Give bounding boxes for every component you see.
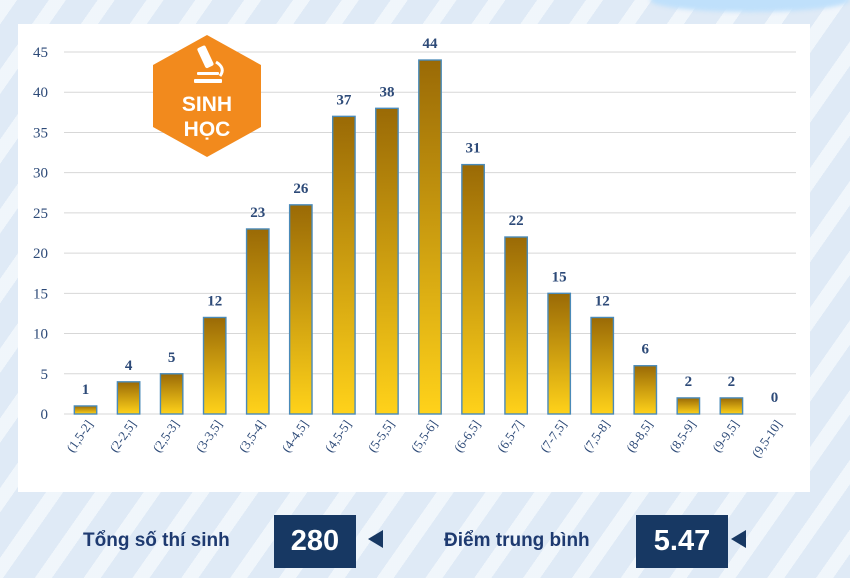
bar — [504, 236, 529, 415]
data-label: 23 — [250, 205, 265, 221]
x-tick-label: (4-4,5] — [278, 417, 311, 455]
data-label: 15 — [552, 269, 567, 285]
average-score-value: 5.47 — [636, 515, 728, 568]
bar — [159, 373, 184, 415]
x-tick-label: (2-2,5] — [106, 417, 139, 455]
x-tick-label: (4,5-5] — [322, 417, 355, 455]
y-tick-label: 35 — [33, 125, 48, 141]
decorative-glow — [650, 0, 850, 12]
bar — [288, 204, 313, 415]
data-label: 2 — [685, 374, 693, 390]
bar — [461, 163, 485, 415]
x-tick-label: (5-5,5] — [365, 417, 398, 455]
data-label: 38 — [379, 84, 394, 100]
badge-line-1: SINH — [181, 93, 233, 116]
pointer-left-icon — [731, 530, 746, 548]
data-label: 22 — [509, 213, 524, 229]
bar — [633, 365, 658, 415]
bar — [590, 316, 615, 415]
y-tick-label: 15 — [33, 286, 48, 302]
x-tick-label: (9-9,5] — [709, 417, 742, 455]
data-label: 12 — [207, 293, 222, 309]
y-tick-label: 30 — [33, 166, 48, 182]
bar — [245, 228, 270, 415]
average-score-label: Điểm trung bình — [444, 530, 590, 551]
total-students-label: Tổng số thí sinh — [83, 530, 230, 551]
total-students-value: 280 — [274, 515, 356, 568]
x-tick-label: (1,5-2] — [63, 417, 96, 455]
data-label: 1 — [82, 382, 90, 398]
x-tick-label: (8,5-9] — [666, 417, 699, 455]
y-tick-label: 5 — [41, 367, 49, 383]
histogram-chart: 0510152025303540451(1,5-2]4(2-2,5]5(2,5-… — [33, 36, 796, 460]
subject-badge: SINH HỌC — [148, 32, 266, 160]
y-tick-label: 40 — [33, 85, 48, 101]
data-label: 5 — [168, 350, 176, 366]
bar — [375, 107, 399, 415]
x-tick-label: (5,5-6] — [408, 417, 441, 455]
bar — [331, 115, 356, 415]
bar — [547, 292, 572, 415]
x-tick-label: (7,5-8] — [580, 417, 613, 455]
data-label: 4 — [125, 358, 133, 374]
data-label: 6 — [642, 342, 650, 358]
bar — [202, 316, 227, 415]
bar — [73, 405, 98, 415]
x-tick-label: (2,5-3] — [149, 417, 182, 455]
y-tick-label: 20 — [33, 246, 48, 262]
chart-panel: 0 5 10 15 20 25 30 35 40 45 1 (1,5-2] 4 (2-2,5] 5 (2,5-… — [18, 24, 810, 492]
x-tick-label: (3,5-4] — [235, 417, 268, 455]
y-tick-label: 45 — [33, 45, 48, 61]
data-label: 31 — [466, 141, 481, 157]
x-tick-label: (9,5-10] — [748, 417, 785, 460]
data-label: 12 — [595, 293, 610, 309]
data-label: 44 — [423, 36, 439, 52]
bar — [676, 397, 701, 415]
x-tick-label: (8-8,5] — [623, 417, 656, 455]
bar — [116, 381, 141, 415]
bar — [418, 59, 442, 415]
x-tick-label: (7-7,5] — [537, 417, 570, 455]
hexagon-icon — [153, 35, 261, 157]
data-label: 37 — [336, 92, 352, 108]
data-label: 2 — [728, 374, 736, 390]
x-tick-label: (6-6,5] — [451, 417, 484, 455]
y-tick-label: 0 — [41, 407, 49, 423]
pointer-left-icon — [368, 530, 383, 548]
microscope-icon — [194, 45, 224, 83]
data-label: 0 — [771, 390, 779, 406]
y-tick-label: 10 — [33, 327, 48, 343]
x-tick-label: (6,5-7] — [494, 417, 527, 455]
x-tick-label: (3-3,5] — [192, 417, 225, 455]
badge-line-2: HỌC — [183, 118, 231, 141]
bar — [719, 397, 744, 415]
data-label: 26 — [293, 181, 309, 197]
y-tick-label: 25 — [33, 206, 48, 222]
